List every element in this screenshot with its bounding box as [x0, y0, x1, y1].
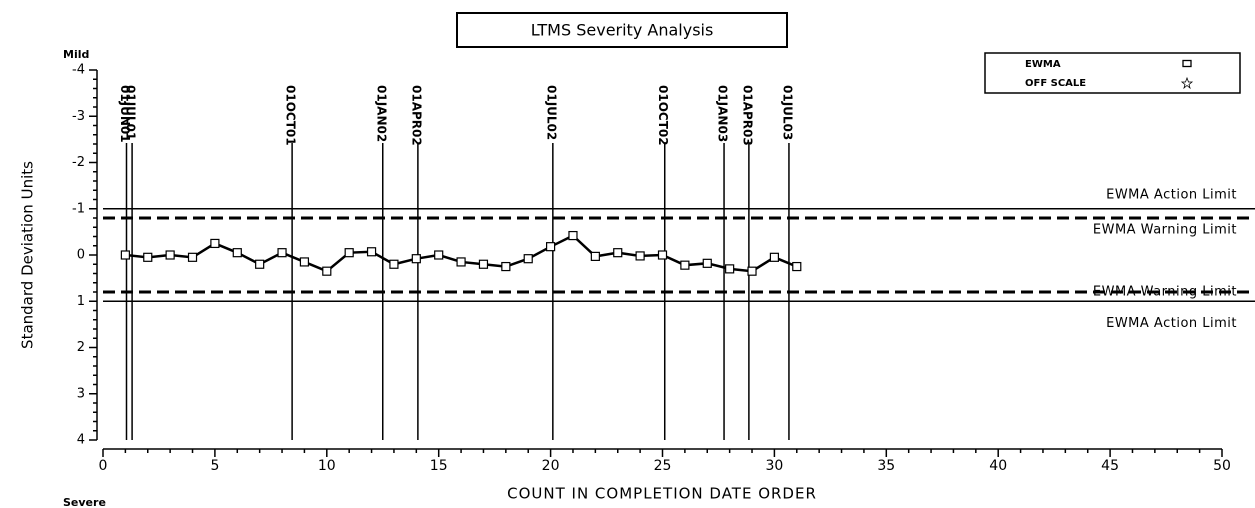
- reference-label: EWMA Action Limit: [1106, 187, 1237, 202]
- reference-label: EWMA Warning Limit: [1093, 223, 1237, 238]
- data-point: [478, 259, 489, 269]
- date-marker-label: 01JUL01: [124, 85, 138, 140]
- x-axis-label: COUNT IN COMPLETION DATE ORDER: [507, 485, 817, 503]
- data-point: [747, 266, 757, 276]
- chart-title: LTMS Severity Analysis: [531, 21, 714, 40]
- date-marker-label: 01APR02: [409, 85, 423, 146]
- data-point: [456, 257, 466, 267]
- y-tick-label: -3: [72, 109, 85, 124]
- y-axis-label: Standard Deviation Units: [19, 161, 37, 349]
- y-tick-label: 0: [77, 248, 85, 263]
- mild-label: Mild: [63, 48, 89, 61]
- x-tick-label: 40: [989, 458, 1007, 474]
- data-point: [366, 247, 377, 257]
- date-marker-label: 01OCT02: [656, 85, 670, 146]
- data-point: [657, 250, 668, 260]
- data-point: [680, 260, 690, 270]
- data-point: [210, 238, 220, 249]
- y-tick-label: 2: [77, 340, 85, 355]
- data-point: [255, 259, 265, 269]
- data-point: [165, 250, 175, 260]
- data-point: [232, 248, 242, 258]
- data-point: [143, 252, 153, 262]
- reference-label: EWMA Warning Limit: [1093, 285, 1237, 300]
- legend-marker: [1182, 59, 1192, 68]
- data-point: [725, 264, 735, 274]
- y-tick-label: 1: [77, 294, 85, 309]
- data-point: [613, 248, 623, 258]
- x-tick-label: 10: [318, 458, 336, 474]
- y-tick-label: 3: [77, 386, 85, 401]
- data-point: [411, 254, 421, 264]
- data-point: [299, 257, 310, 267]
- data-point: [322, 266, 332, 276]
- x-tick-label: 0: [99, 458, 108, 474]
- y-tick-label: -4: [72, 63, 85, 78]
- data-point: [434, 250, 444, 260]
- date-marker-label: 01JAN03: [716, 85, 730, 142]
- legend-label: EWMA: [1025, 59, 1061, 70]
- legend-box: [984, 52, 1241, 94]
- date-marker-label: 01JUN01: [118, 85, 132, 143]
- data-point: [389, 259, 399, 269]
- y-tick-label: -2: [72, 155, 85, 170]
- severe-label: Severe: [63, 496, 106, 508]
- reference-label: EWMA Action Limit: [1106, 316, 1237, 331]
- y-tick-label: 4: [77, 433, 85, 448]
- x-tick-label: 5: [210, 458, 219, 474]
- x-tick-label: 25: [654, 458, 672, 474]
- data-point: [187, 252, 198, 262]
- x-tick-label: 30: [765, 458, 783, 474]
- data-point: [120, 250, 130, 260]
- data-point: [792, 261, 802, 272]
- data-point: [277, 248, 287, 258]
- data-point: [769, 252, 780, 262]
- title-box: [456, 12, 788, 48]
- legend-label: OFF SCALE: [1025, 78, 1086, 89]
- x-tick-label: 15: [430, 458, 448, 474]
- x-tick-label: 45: [1101, 458, 1119, 474]
- x-tick-label: 35: [877, 458, 895, 474]
- date-marker-label: 01JUL02: [544, 85, 558, 140]
- x-tick-label: 20: [542, 458, 560, 474]
- data-point: [545, 242, 556, 252]
- data-point: [702, 258, 712, 268]
- date-marker-label: 01JUL03: [780, 85, 794, 140]
- data-point: [501, 261, 511, 272]
- date-marker-label: 01APR03: [740, 85, 754, 146]
- date-marker-label: 01JAN02: [374, 85, 388, 142]
- y-tick-label: -1: [72, 201, 85, 216]
- data-point: [523, 254, 533, 264]
- data-point: [344, 248, 354, 258]
- x-tick-label: 50: [1213, 458, 1231, 474]
- data-point: [590, 251, 600, 261]
- data-point: [635, 251, 645, 261]
- date-marker-label: 01OCT01: [284, 85, 298, 146]
- legend-marker: [1180, 76, 1194, 90]
- data-point: [568, 230, 578, 241]
